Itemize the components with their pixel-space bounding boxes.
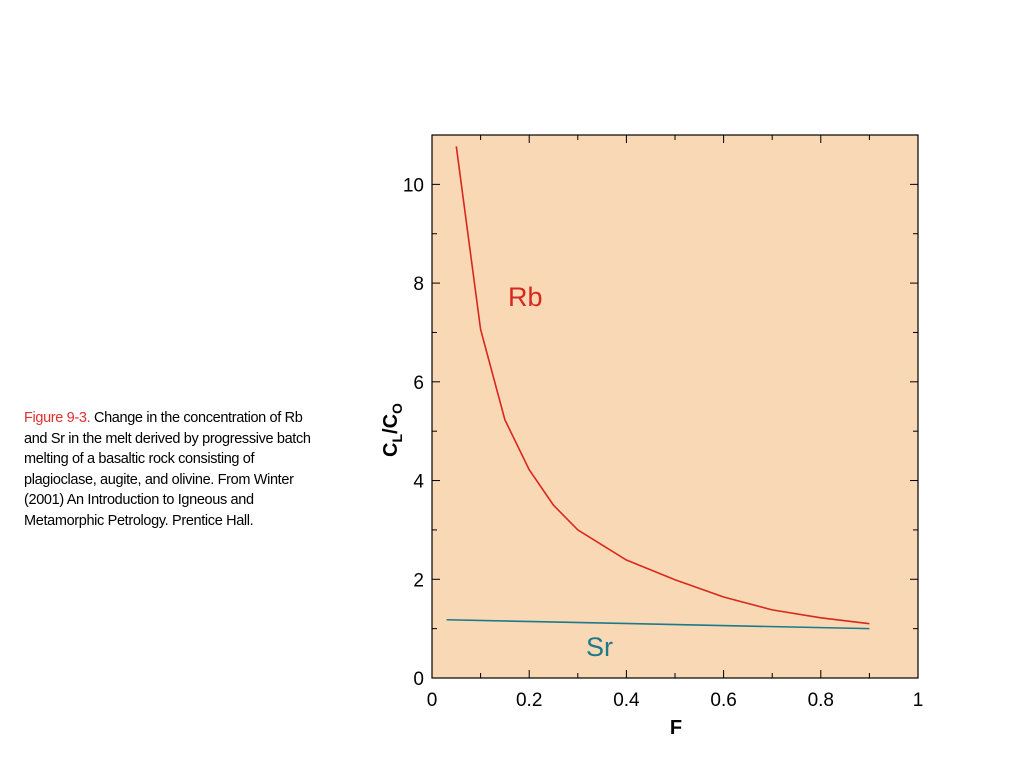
y-label-part: O bbox=[389, 403, 405, 414]
y-tick-label: 10 bbox=[403, 175, 424, 196]
y-label-part: L bbox=[389, 434, 405, 443]
y-tick-label: 0 bbox=[413, 669, 424, 690]
caption: Figure 9-3. Change in the concentration … bbox=[24, 408, 329, 531]
y-label-part: C bbox=[380, 443, 402, 457]
x-tick-label: 0 bbox=[427, 690, 438, 711]
plot-area bbox=[431, 134, 919, 679]
x-tick-label: 0.4 bbox=[613, 690, 640, 711]
x-tick-label: 0.6 bbox=[710, 690, 736, 711]
y-axis-label: CL/CO bbox=[380, 403, 405, 457]
x-tick-label: 0.2 bbox=[516, 690, 542, 711]
x-axis-label: F bbox=[670, 717, 682, 739]
series-label: Sr bbox=[586, 632, 613, 662]
caption-text: Change in the concentration of Rb and Sr… bbox=[24, 410, 311, 529]
series-label: Rb bbox=[508, 282, 543, 312]
y-tick-label: 4 bbox=[413, 472, 424, 493]
y-label-part: /C bbox=[380, 414, 402, 434]
series-line bbox=[446, 618, 870, 630]
series-line bbox=[455, 146, 870, 625]
x-tick-label: 1 bbox=[913, 690, 924, 711]
x-tick-label: 0.8 bbox=[808, 690, 834, 711]
caption-label: Figure 9-3. bbox=[24, 410, 91, 426]
y-tick-label: 8 bbox=[413, 274, 424, 295]
y-tick-label: 6 bbox=[413, 373, 424, 394]
y-tick-label: 2 bbox=[413, 570, 424, 591]
